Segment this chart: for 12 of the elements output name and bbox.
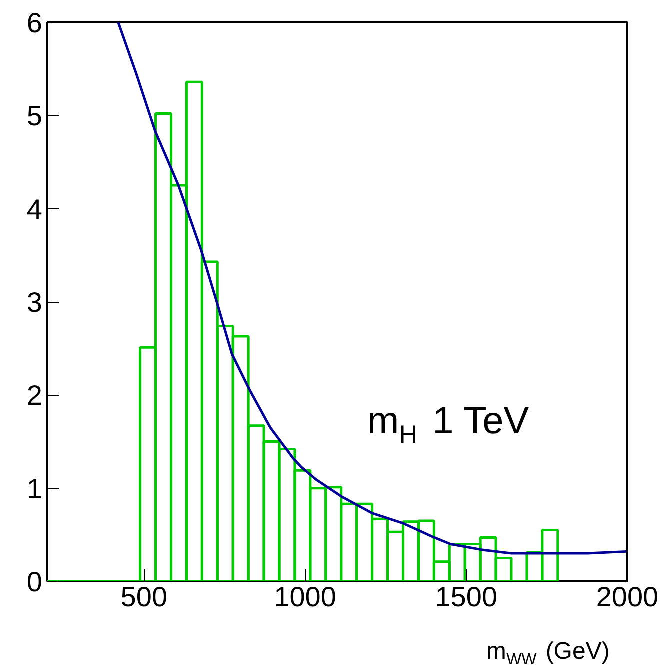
x-tick-label: 500 <box>120 582 168 612</box>
x-tick-label: 1500 <box>435 582 498 612</box>
y-tick-label: 0 <box>26 566 43 598</box>
y-tick-label: 3 <box>26 287 43 318</box>
x-tick-label: 2000 <box>596 582 659 612</box>
y-tick-label: 2 <box>26 380 43 412</box>
y-tick-label: 6 <box>26 8 43 38</box>
x-tick-label: 1000 <box>274 582 336 612</box>
y-tick-label: 1 <box>26 473 43 504</box>
y-tick-label: 5 <box>26 100 43 132</box>
line-series <box>117 22 628 555</box>
y-tick-label: 4 <box>26 194 43 225</box>
